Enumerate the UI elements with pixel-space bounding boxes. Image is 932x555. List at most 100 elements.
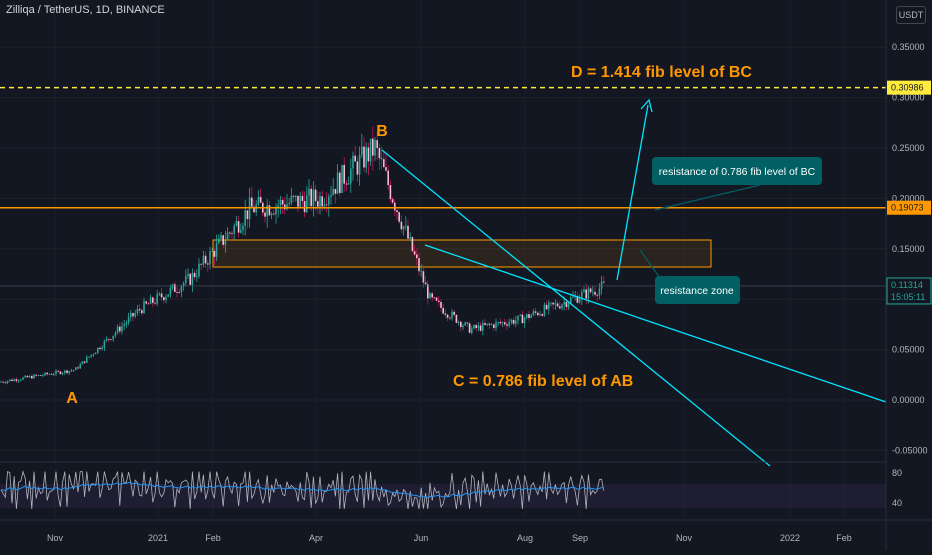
candle-body: [288, 202, 290, 205]
candle-body: [66, 370, 68, 374]
candle-body: [295, 195, 297, 197]
candle-body: [281, 200, 284, 205]
candle-body: [444, 313, 447, 315]
resistance-zone-rect: [212, 239, 712, 268]
candle-body: [350, 168, 352, 184]
candle-body: [79, 364, 81, 369]
candle-body: [94, 352, 97, 355]
candle-body: [28, 375, 31, 378]
label-b: B: [376, 123, 388, 140]
candle-body: [224, 240, 227, 245]
candle-body: [321, 196, 323, 207]
candle-body: [75, 367, 77, 371]
candle-body: [215, 243, 218, 257]
candle-body: [561, 304, 563, 309]
candle-body: [0, 381, 2, 383]
candle-body: [134, 313, 136, 317]
candle-body: [152, 297, 154, 303]
candle-body: [508, 322, 510, 326]
candle-body: [39, 375, 42, 376]
candle-body: [284, 204, 286, 210]
callout-box-1: [652, 157, 822, 185]
label-a: A: [66, 390, 78, 407]
candle-body: [358, 154, 361, 175]
candle-body: [493, 324, 495, 328]
candle-body: [490, 324, 493, 326]
resistance-zone-box: [212, 239, 712, 268]
candle-body: [70, 370, 73, 372]
candle-body: [554, 303, 557, 305]
y-tick-label: 0.20000: [892, 193, 925, 203]
candle-body: [486, 323, 488, 325]
candle-body: [308, 188, 310, 196]
rsi-tick-label: 40: [892, 498, 902, 508]
candle-body: [127, 317, 130, 323]
candle-body: [319, 196, 321, 207]
candle-body: [475, 325, 477, 329]
candle-body: [563, 301, 565, 305]
candle-body: [453, 311, 455, 315]
candle-body: [317, 201, 319, 207]
candle-body: [405, 225, 407, 227]
rsi-panel: [0, 470, 886, 510]
candle-body: [495, 322, 497, 328]
grid: [0, 46, 886, 451]
candle-body: [229, 232, 231, 234]
candle-body: [158, 293, 161, 295]
candle-body: [251, 197, 253, 207]
candle-body: [286, 204, 288, 210]
y-tick-label: 0.25000: [892, 143, 925, 153]
candle-body: [178, 291, 180, 293]
candle-body: [26, 375, 29, 378]
candle-body: [88, 356, 90, 358]
candle-body: [363, 146, 365, 168]
candle-body: [484, 323, 486, 325]
candle-body: [290, 195, 293, 203]
candle-body: [200, 263, 202, 265]
candle-body: [512, 319, 515, 324]
tag-fib-d-bg: [887, 80, 931, 95]
candle-body: [354, 155, 356, 162]
candle-body: [442, 307, 444, 314]
candle-body: [532, 311, 535, 316]
candle-body: [477, 325, 480, 329]
candle-body: [488, 323, 491, 325]
candle-body: [473, 325, 475, 329]
candle-body: [182, 283, 185, 287]
callout-text-2: resistance zone: [660, 285, 734, 297]
candle-body: [48, 374, 51, 375]
candle-body: [519, 314, 521, 316]
y-tick-label: -0.05000: [892, 445, 928, 455]
candle-body: [345, 183, 348, 185]
currency-label[interactable]: USDT: [896, 6, 926, 24]
candle-body: [174, 284, 176, 292]
candle-body: [119, 326, 121, 332]
candle-body: [266, 205, 268, 217]
candle-body: [97, 347, 99, 353]
candle-body: [466, 322, 469, 324]
candle-body: [125, 322, 128, 325]
candle-body: [233, 225, 235, 234]
candle-body: [394, 202, 396, 211]
candle-body: [235, 221, 238, 226]
candle-body: [163, 297, 165, 301]
rsi-line: [0, 470, 605, 510]
candle-body: [431, 293, 433, 298]
candle-body: [332, 188, 334, 195]
candle-body: [567, 303, 570, 308]
candle-body: [169, 287, 172, 295]
callout-text-1: resistance of 0.786 fib level of BC: [659, 166, 816, 178]
candle-body: [244, 210, 246, 226]
y-tick-label: 0.35000: [892, 42, 925, 52]
candle-body: [180, 286, 183, 293]
candle-body: [530, 315, 532, 318]
candle-body: [55, 370, 57, 375]
candle-body: [587, 288, 590, 299]
candle-body: [581, 292, 583, 300]
candle-body: [449, 317, 451, 319]
candle-body: [242, 225, 244, 231]
